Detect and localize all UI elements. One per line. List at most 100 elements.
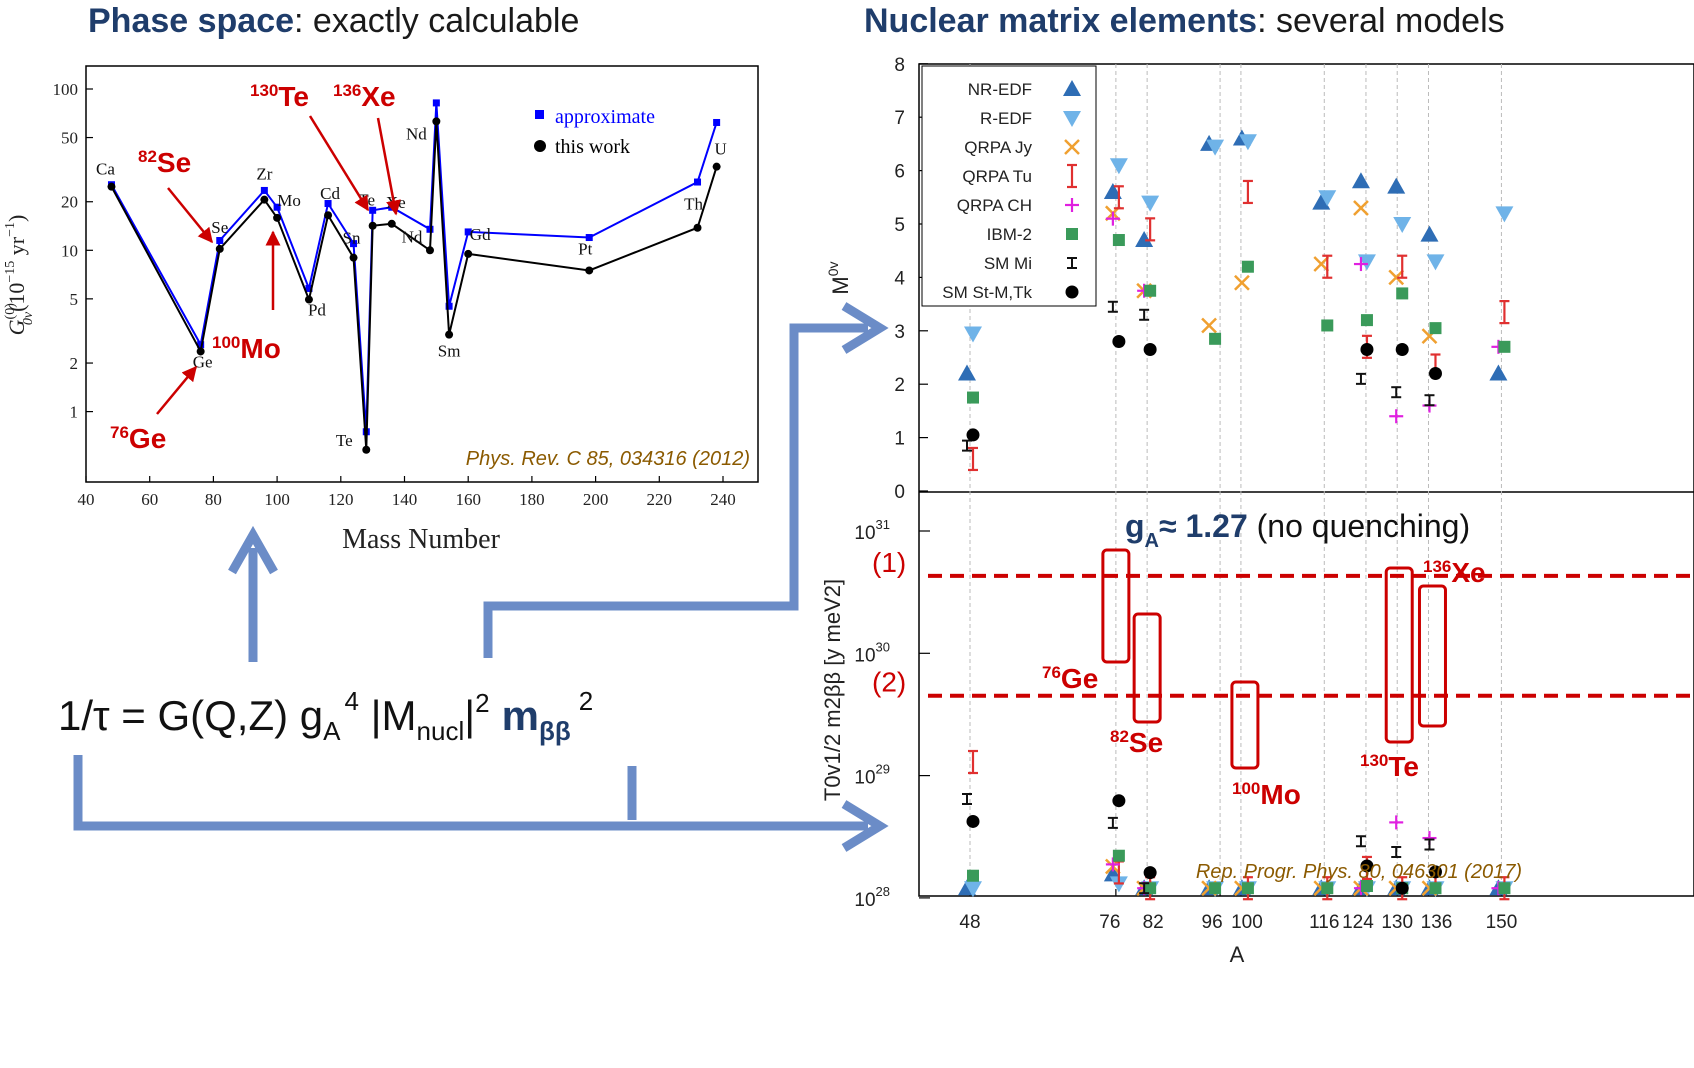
nme-ylabel: M0v <box>825 261 853 294</box>
halflife-point-sm-mi <box>1139 882 1150 895</box>
left-chart-legend: approximate this work <box>534 106 655 158</box>
annotation-arrow <box>376 117 401 216</box>
left-chart-xlabel: Mass Number <box>342 524 501 555</box>
this-work-point <box>387 219 396 228</box>
left-ytick-label: 5 <box>70 290 79 309</box>
arrow-head-halflife <box>841 800 889 852</box>
element-label: U <box>714 140 726 159</box>
halflife-ytick-label: 1028 <box>854 884 890 911</box>
nme-legend-marker <box>1065 198 1079 212</box>
element-label: Sn <box>343 229 361 248</box>
halflife-ylabel: T0v1/2 m2ββ [y meV2] <box>820 579 845 801</box>
approximate-point <box>324 200 332 208</box>
legend-marker-approximate <box>535 110 544 119</box>
nme-point-qrpa-jy <box>1353 200 1369 216</box>
arrow-to-halflife <box>73 755 868 831</box>
right-title-rest: : several models <box>1257 2 1505 40</box>
element-label: Gd <box>470 225 491 244</box>
nme-point-r-edf <box>1393 217 1412 233</box>
nme-point-nr-edf <box>1489 364 1508 381</box>
nme-legend-label: NR-EDF <box>968 80 1032 99</box>
element-label: Zr <box>256 165 272 184</box>
isotope-box <box>1132 612 1162 724</box>
isotope-box <box>1230 680 1260 770</box>
left-ytick-label: 20 <box>61 193 78 212</box>
right-chart-frame <box>918 63 1694 897</box>
this-work-point <box>349 253 358 262</box>
approximate-point <box>426 225 434 233</box>
right-xtick-label: 76 <box>1099 912 1120 933</box>
nme-point-r-edf <box>1109 158 1128 175</box>
nme-point-qrpa-ch <box>1389 409 1404 424</box>
nme-point-r-edf <box>964 326 982 343</box>
halflife-point-ibm-2 <box>967 869 979 882</box>
element-label: Ge <box>193 352 213 371</box>
series-line-1 <box>110 121 718 450</box>
element-label: Se <box>211 218 228 237</box>
this-work-point <box>107 182 116 191</box>
element-label: Nd <box>406 124 427 143</box>
approximate-point <box>585 234 593 242</box>
left-ytick-label: 2 <box>70 354 79 373</box>
sensitivity-line-label: (2) <box>872 667 906 698</box>
isotope-annotation: 76Ge <box>110 423 166 454</box>
approximate-point <box>713 118 721 126</box>
left-xtick-label: 120 <box>328 490 354 509</box>
right-xlabel: A <box>1230 942 1245 967</box>
nme-point-ibm-2 <box>1112 234 1125 247</box>
nme-point-qrpa-ch <box>1353 257 1368 272</box>
right-title: Nuclear matrix elements: several models <box>864 2 1505 41</box>
halflife-point-ibm-2 <box>1498 882 1511 895</box>
halflife-ytick-label: 1029 <box>854 762 890 789</box>
nme-point-sm-mi <box>1139 308 1150 321</box>
nme-legend-label: QRPA CH <box>957 196 1032 215</box>
isotope-box-label: 100Mo <box>1232 779 1301 810</box>
left-xtick-label: 60 <box>141 490 158 509</box>
nme-point-r-edf <box>1426 254 1445 271</box>
nme-point-nr-edf <box>1135 231 1154 248</box>
nme-point-qrpa-tu <box>1397 254 1408 279</box>
this-work-point <box>362 445 371 454</box>
nme-point-nr-edf <box>1103 182 1122 199</box>
nme-ytick-label: 3 <box>894 322 905 343</box>
nme-legend-label: IBM-2 <box>987 225 1032 244</box>
nme-point-ibm-2 <box>1429 322 1442 335</box>
left-title-highlight: Phase space <box>88 2 295 40</box>
halflife-point-ibm-2 <box>1321 882 1334 895</box>
isotope-box <box>1417 584 1447 728</box>
nme-legend-marker <box>1067 163 1077 189</box>
arrow-head-up <box>228 525 278 575</box>
element-label: Ca <box>96 160 115 179</box>
this-work-point <box>260 195 269 204</box>
left-ytick-label: 50 <box>61 129 78 148</box>
nme-ytick-label: 7 <box>894 108 905 129</box>
this-work-point <box>432 117 441 126</box>
left-title: Phase space: exactly calculable <box>88 2 579 41</box>
left-xtick-label: 240 <box>710 490 736 509</box>
approximate-point <box>197 341 205 349</box>
isotope-box-label: 136Xe <box>1423 557 1486 588</box>
isotope-annotation: 100Mo <box>212 333 281 364</box>
nme-point-sm-mi <box>1391 386 1402 399</box>
left-xtick-label: 80 <box>205 490 222 509</box>
left-chart-annotations: 82Se 130Te 136Xe 100Mo 76Ge <box>110 81 401 454</box>
halflife-point-ibm-2 <box>1209 882 1222 895</box>
element-label: Te <box>336 431 353 450</box>
nme-ytick-label: 4 <box>894 268 905 289</box>
approximate-point <box>445 302 453 310</box>
nme-point-r-edf <box>1206 139 1225 156</box>
element-label: Nd <box>402 227 423 246</box>
halflife-point-sm-st-m-tk <box>1395 881 1409 895</box>
nme-point-sm-st-m-tk <box>1428 367 1442 381</box>
svg-text:G(0)0ν(10−15 yr−1): G(0) 0ν(10−15 yr−1) <box>3 215 36 336</box>
isotope-box <box>1384 566 1414 744</box>
nme-legend-label: QRPA Jy <box>964 138 1032 157</box>
nme-legend-marker <box>1067 257 1077 269</box>
nme-point-ibm-2 <box>1321 319 1334 332</box>
right-xtick-label: 96 <box>1202 912 1223 933</box>
element-label: Pt <box>578 239 592 258</box>
nme-point-nr-edf <box>1420 225 1439 242</box>
nme-point-ibm-2 <box>1241 260 1254 273</box>
nme-point-qrpa-tu <box>1322 254 1333 279</box>
right-xtick-label: 48 <box>959 912 980 933</box>
